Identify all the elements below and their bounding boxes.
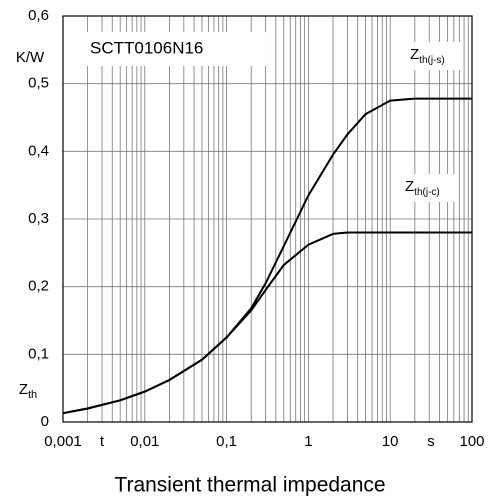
series-line [62,231,472,415]
y-label: Zth [19,381,37,401]
series-label-bg [406,42,460,70]
y-tick-label: 0,3 [28,210,49,227]
annotation-box [80,32,266,66]
x-label: t [100,433,105,450]
y-tick-label: 0 [41,413,49,430]
x-tick-label: 100 [459,433,484,450]
series-label: Zth(j-s) [410,46,445,66]
series-line [62,97,472,415]
x-tick-label: 0,01 [130,433,159,450]
x-tick-label: 0,1 [216,433,237,450]
y-tick-label: 0,2 [28,278,49,295]
x-unit: s [427,433,435,450]
annotation: SCTT0106N16 [90,38,203,57]
y-unit: K/W [16,49,45,66]
y-tick-label: 0,4 [28,142,49,159]
series-label-bg [401,174,455,202]
series-label: Zth(j-c) [405,178,440,198]
chart-title: Transient thermal impedance [114,474,385,497]
x-tick-label: 1 [304,433,312,450]
y-tick-label: 0,5 [28,75,49,92]
x-tick-label: 10 [382,433,399,450]
y-tick-label: 0,1 [28,345,49,362]
plot-frame [62,15,473,423]
x-tick-label: 0,001 [44,433,82,450]
y-tick-label: 0,6 [28,7,49,24]
